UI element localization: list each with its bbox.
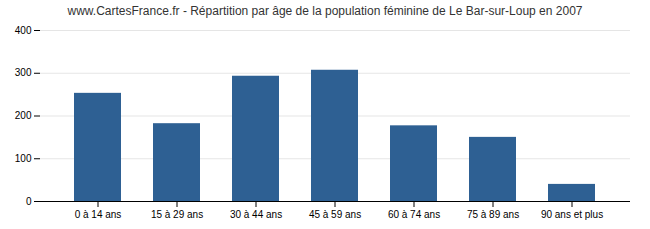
svg-text:400: 400 <box>15 25 32 36</box>
html-text:www.CartesFrance.fr - Répartit: www.CartesFrance.fr - Répartition par âg… <box>67 4 583 18</box>
svg-text:15 à 29 ans: 15 à 29 ans <box>151 209 203 220</box>
svg-text:60 à 74 ans: 60 à 74 ans <box>388 209 440 220</box>
svg-text:300: 300 <box>15 67 32 78</box>
svg-text:30 à 44 ans: 30 à 44 ans <box>230 209 282 220</box>
svg-text:45 à 59 ans: 45 à 59 ans <box>309 209 361 220</box>
svg-text:0 à 14 ans: 0 à 14 ans <box>75 209 122 220</box>
svg-text:75 à 89 ans: 75 à 89 ans <box>467 209 519 220</box>
svg-text:200: 200 <box>15 110 32 121</box>
svg-text:0: 0 <box>26 196 32 207</box>
svg-text:90 ans et plus: 90 ans et plus <box>541 209 603 220</box>
svg-text:100: 100 <box>15 153 32 164</box>
